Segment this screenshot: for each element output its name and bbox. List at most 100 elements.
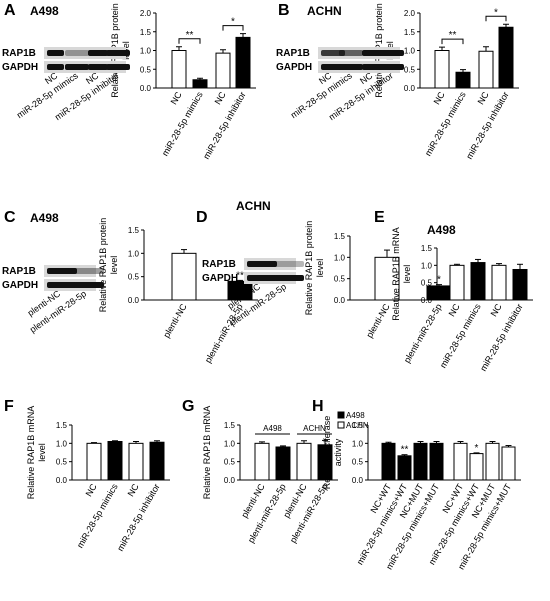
- panel-h-y-tick-label: 1.0: [352, 439, 364, 448]
- panel-g-y-label: Relative RAP1B mRNA: [202, 406, 212, 500]
- panel-h-y-tick-label: 1.5: [352, 421, 364, 430]
- panel-d-blot-band: [247, 275, 277, 281]
- panel-b-x-tick-label: miR-28-5p mimics: [423, 90, 468, 158]
- panel-d-y-tick-label: 1.0: [334, 253, 346, 262]
- panel-e-cell-label: A498: [427, 223, 456, 237]
- panel-a-blot-label: RAP1B: [2, 48, 36, 59]
- panel-h-legend-label: A498: [346, 411, 365, 420]
- panel-a-bar: [192, 79, 208, 89]
- panel-g-bar: [254, 442, 270, 481]
- panel-d-y-tick-label: 0.0: [334, 296, 346, 305]
- panel-g-bar: [275, 446, 291, 481]
- panel-h-bar: [381, 442, 396, 481]
- panel-g-bar: [296, 442, 312, 481]
- panel-h-bar: [429, 442, 444, 481]
- panel-d-blot-band: [274, 275, 304, 281]
- panel-a-bar: [235, 36, 251, 89]
- panel-b-x-tick-label: NC: [432, 90, 447, 107]
- panel-h-letter: H: [312, 398, 324, 415]
- panel-b-significance-bracket: [441, 38, 464, 45]
- panel-b-significance-bracket: [485, 15, 507, 22]
- panel-c-blot-band: [47, 268, 77, 274]
- panel-h-bar: [453, 442, 468, 481]
- panel-c-letter: C: [4, 209, 16, 226]
- panel-a-y-tick-label: 2.0: [140, 9, 152, 18]
- panel-h-bar: [485, 442, 500, 481]
- panel-d-x-tick-label: plenti-NC: [364, 302, 392, 340]
- panel-a-y-tick-label: 1.0: [140, 47, 152, 56]
- panel-h-significance-mark: *: [475, 443, 479, 454]
- panel-a-blot-band: [65, 64, 89, 70]
- panel-c-y-tick-label: 0.0: [128, 296, 140, 305]
- panel-b-significance-mark: **: [449, 30, 457, 41]
- panel-f-y-label: Relative RAP1B mRNA: [26, 406, 36, 500]
- panel-f-x-tick-label: miR-28-5p mimics: [75, 482, 120, 550]
- panel-f-y-tick-label: 1.0: [56, 439, 68, 448]
- panel-e-x-tick-label: NC: [489, 302, 504, 319]
- panel-f-bar: [86, 442, 102, 481]
- panel-f-y-tick-label: 1.5: [56, 421, 68, 430]
- panel-a-blot-band: [47, 50, 64, 56]
- panel-d-cell-label: ACHN: [236, 199, 271, 213]
- panel-e-bar: [491, 264, 507, 301]
- panel-b-cell-label: ACHN: [307, 4, 342, 18]
- panel-e-letter: E: [374, 209, 385, 226]
- panel-h-bar: [413, 442, 428, 481]
- panel-h-y-tick-label: 0.0: [352, 476, 364, 485]
- panel-b-blot-band: [362, 50, 386, 56]
- panel-a-bar: [215, 52, 231, 89]
- panel-d-x-tick-label: plenti-miR-28-5p: [402, 302, 444, 365]
- panel-f-bar: [128, 442, 144, 481]
- panel-f-bar: [107, 441, 123, 481]
- panel-h-legend-swatch: [337, 411, 345, 419]
- panel-h-significance-mark: **: [401, 445, 409, 456]
- panel-d-y-label-line2: level: [315, 259, 325, 278]
- panel-f-y-tick-label: 0.0: [56, 476, 68, 485]
- panel-d-significance-mark: *: [437, 275, 441, 286]
- panel-g-y-tick-label: 1.0: [224, 439, 236, 448]
- panel-c-blot-label: GAPDH: [2, 280, 38, 291]
- panel-b-bar: [498, 26, 514, 89]
- panel-g-y-tick-label: 0.5: [224, 458, 236, 467]
- panel-a-x-tick-label: NC: [169, 90, 184, 107]
- panel-c-blot-label: RAP1B: [2, 266, 36, 277]
- panel-e-y-label-line2: level: [402, 265, 412, 284]
- panel-g-group-label: ACHN: [303, 424, 326, 433]
- panel-f-bar: [149, 441, 165, 481]
- panel-f-x-tick-label: NC: [126, 482, 141, 499]
- panel-b-y-tick-label: 1.5: [404, 28, 416, 37]
- panel-a-blot-band: [47, 64, 64, 70]
- panel-h-legend-swatch: [337, 421, 345, 429]
- panel-b-blot-band: [380, 64, 404, 70]
- panel-e-y-tick-label: 1.0: [421, 261, 433, 270]
- panel-e-x-tick-label: miR-28-5p mimics: [438, 302, 483, 370]
- panel-b-blot-band: [339, 64, 363, 70]
- panel-c-y-label-line2: level: [109, 256, 119, 275]
- panel-h-y-tick-label: 0.5: [352, 458, 364, 467]
- panel-b-bar: [434, 50, 450, 89]
- panel-f-letter: F: [4, 398, 14, 415]
- panel-b-x-tick-label: NC: [476, 90, 491, 107]
- panel-a-y-tick-label: 0.5: [140, 65, 152, 74]
- panel-a-blot-band: [65, 50, 89, 56]
- panel-a-significance-mark: **: [186, 30, 194, 41]
- panel-c-y-tick-label: 0.5: [128, 273, 140, 282]
- panel-e-bar: [512, 268, 528, 301]
- panel-d-blot-label: RAP1B: [202, 259, 236, 270]
- panel-c-y-label: Relative RAP1B protein: [98, 218, 108, 313]
- panel-h-bar: [397, 455, 412, 481]
- panel-a-y-tick-label: 0.0: [140, 84, 152, 93]
- panel-a-blot-band: [106, 50, 130, 56]
- panel-e-bar: [470, 262, 486, 301]
- panel-a-significance-bracket: [222, 25, 244, 31]
- panel-c-blot-band: [74, 268, 104, 274]
- panel-h-y-label: Relative luciferase: [322, 416, 332, 490]
- panel-d-y-tick-label: 1.5: [334, 232, 346, 241]
- panel-b-blot-band: [321, 50, 345, 56]
- panel-e-y-label: Relative RAP1B mRNA: [391, 227, 401, 321]
- panel-c-bar: [171, 252, 197, 301]
- panel-c-x-tick-label: plenti-NC: [161, 302, 189, 340]
- panel-c-significance-mark: **: [236, 270, 244, 281]
- panel-f-y-tick-label: 0.5: [56, 458, 68, 467]
- panel-f-x-tick-label: NC: [84, 482, 99, 499]
